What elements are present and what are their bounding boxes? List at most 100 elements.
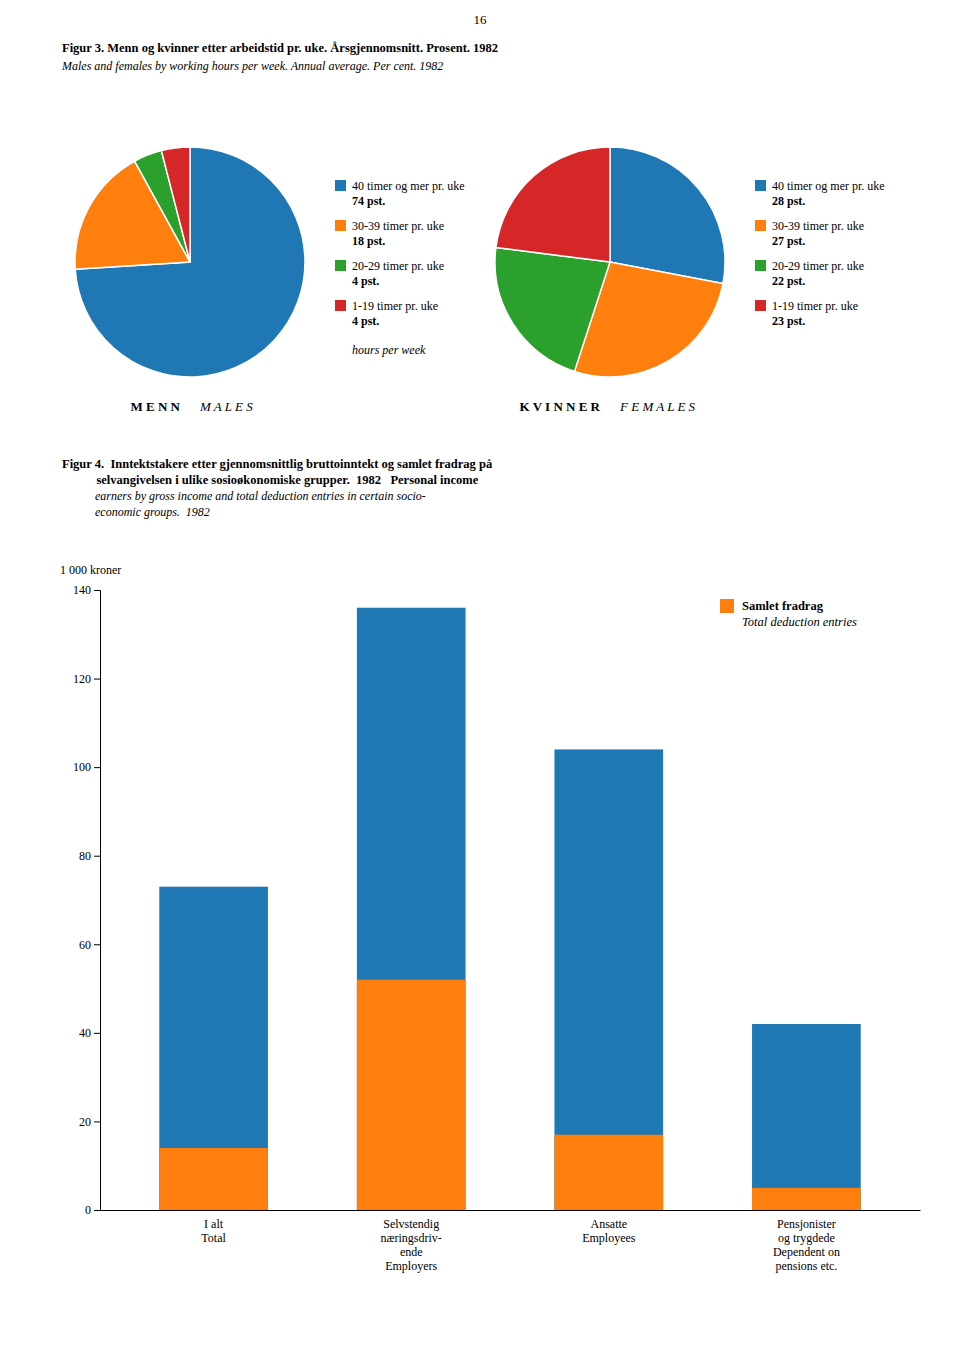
y-tick: 40 <box>79 1026 100 1040</box>
text-line: Figur 4. Inntektstakere etter gjennomsni… <box>62 457 493 471</box>
x-tick: Pensjonisterog trygdedeDependent onpensi… <box>773 1217 840 1273</box>
pie-caption: M E N N <box>131 399 181 414</box>
label-swatch <box>755 220 766 231</box>
annotation: hours per week <box>352 343 426 357</box>
y-axis: 0 20 40 60 80 100 120 140 <box>73 583 101 1217</box>
data-label: 4 pst. <box>352 314 379 328</box>
text-line: Dependent on <box>773 1245 840 1259</box>
chart-title: Figur 4. Inntektstakere etter gjennomsni… <box>62 457 493 487</box>
label-swatch <box>335 220 346 231</box>
pie-caption: F E M A L E S <box>619 399 696 414</box>
bar <box>752 1024 861 1210</box>
bars <box>159 608 860 1210</box>
y-tick-mark <box>94 590 100 591</box>
bar-series <box>159 608 860 1210</box>
y-tick-mark <box>94 1210 100 1211</box>
pie-slice <box>495 248 610 372</box>
data-label: 28 pst. <box>772 194 805 208</box>
slice-category: 20-29 timer pr. uke <box>772 259 864 273</box>
slice-category: 40 timer og mer pr. uke <box>772 179 885 193</box>
x-tick-label: Selvstendignæringsdriv-endeEmployers <box>381 1217 442 1273</box>
text-line: Selvstendig <box>383 1217 439 1231</box>
x-axis: I altTotalSelvstendignæringsdriv-endeEmp… <box>101 1211 921 1274</box>
y-tick-mark <box>94 856 100 857</box>
x-tick: I altTotal <box>201 1217 226 1245</box>
y-axis-title: 1 000 kroner <box>60 563 121 577</box>
pie-slice <box>610 147 725 284</box>
pie-caption: K V I N N E R <box>520 399 601 414</box>
y-tick-label: 20 <box>79 1115 91 1129</box>
y-tick-label: 80 <box>79 849 91 863</box>
pie-slice <box>496 147 610 262</box>
bar <box>357 608 466 1210</box>
text-line: næringsdriv- <box>381 1231 442 1245</box>
text-line: I alt <box>204 1217 224 1231</box>
text-line: Total deduction entries <box>742 615 857 629</box>
text-line: pensions etc. <box>775 1259 837 1273</box>
x-axis-line <box>101 1210 921 1211</box>
slices <box>495 147 725 377</box>
bar <box>752 1188 861 1210</box>
bar <box>357 980 466 1210</box>
pie-chart: 40 timer og mer pr. uke74 pst.30-39 time… <box>75 147 465 414</box>
label-swatch <box>335 260 346 271</box>
pie-slice <box>75 147 305 377</box>
y-tick-label: 140 <box>73 583 91 597</box>
y-tick: 80 <box>79 849 100 863</box>
y-tick: 60 <box>79 938 100 952</box>
data-label: 23 pst. <box>772 314 805 328</box>
page: 1640 timer og mer pr. uke74 pst.30-39 ti… <box>0 0 960 1368</box>
text-line: Pensjonister <box>777 1217 836 1231</box>
y-tick: 20 <box>79 1115 100 1129</box>
bar-chart: Figur 4. Inntektstakere etter gjennomsni… <box>60 457 921 1273</box>
slice-category: 20-29 timer pr. uke <box>352 259 444 273</box>
text-line: Samlet fradrag <box>742 599 824 613</box>
text-line: ende <box>400 1245 423 1259</box>
y-tick-mark <box>94 944 100 945</box>
text-line: selvangivelsen i ulike sosioøkonomiske g… <box>62 473 479 487</box>
bar-series <box>159 980 860 1210</box>
pie-caption: M A L E S <box>199 399 253 414</box>
text-line: Ansatte <box>590 1217 627 1231</box>
text-line: economic groups. 1982 <box>62 505 210 519</box>
y-tick-mark <box>94 679 100 680</box>
chart-title: Figur 3. Menn og kvinner etter arbeidsti… <box>62 41 498 55</box>
bar <box>159 1148 268 1210</box>
y-tick-label: 40 <box>79 1026 91 1040</box>
label-swatch <box>755 260 766 271</box>
label-swatch <box>335 180 346 191</box>
slice-category: 30-39 timer pr. uke <box>772 219 864 233</box>
bar <box>554 749 663 1210</box>
y-tick-mark <box>94 1121 100 1122</box>
y-tick: 0 <box>85 1203 100 1217</box>
y-axis-line <box>94 591 101 1211</box>
data-label: 27 pst. <box>772 234 805 248</box>
legend-swatch <box>720 599 734 613</box>
y-tick: 100 <box>73 760 100 774</box>
chart-subtitle: earners by gross income and total deduct… <box>62 489 426 519</box>
slice-category: 1-19 timer pr. uke <box>352 299 438 313</box>
slice-category: 1-19 timer pr. uke <box>772 299 858 313</box>
pie-chart: 40 timer og mer pr. uke28 pst. 30-39 time… <box>495 147 885 414</box>
label-swatch <box>335 300 346 311</box>
y-tick-label: 120 <box>73 672 91 686</box>
slices <box>75 147 305 377</box>
data-label: 18 pst. <box>352 234 385 248</box>
x-tick: Selvstendignæringsdriv-endeEmployers <box>381 1217 442 1273</box>
bar <box>554 1135 663 1210</box>
text-line: Employers <box>385 1259 437 1273</box>
text-line: Employees <box>582 1231 636 1245</box>
slice-category: 40 timer og mer pr. uke <box>352 179 465 193</box>
data-label: 22 pst. <box>772 274 805 288</box>
y-tick-label: 60 <box>79 938 91 952</box>
y-tick-mark <box>94 767 100 768</box>
y-tick-label: 0 <box>85 1203 91 1217</box>
pie-slice <box>161 147 190 262</box>
x-tick-label: Pensjonisterog trygdedeDependent onpensi… <box>773 1217 840 1273</box>
chart-subtitle: Males and females by working hours per w… <box>61 59 443 73</box>
text-line: earners by gross income and total deduct… <box>62 489 426 503</box>
slice-category: 30-39 timer pr. uke <box>352 219 444 233</box>
legend-entry: Samlet fradrag Total deduction entries <box>742 599 857 629</box>
text-line: Total <box>201 1231 226 1245</box>
x-tick-label: I altTotal <box>201 1217 226 1245</box>
